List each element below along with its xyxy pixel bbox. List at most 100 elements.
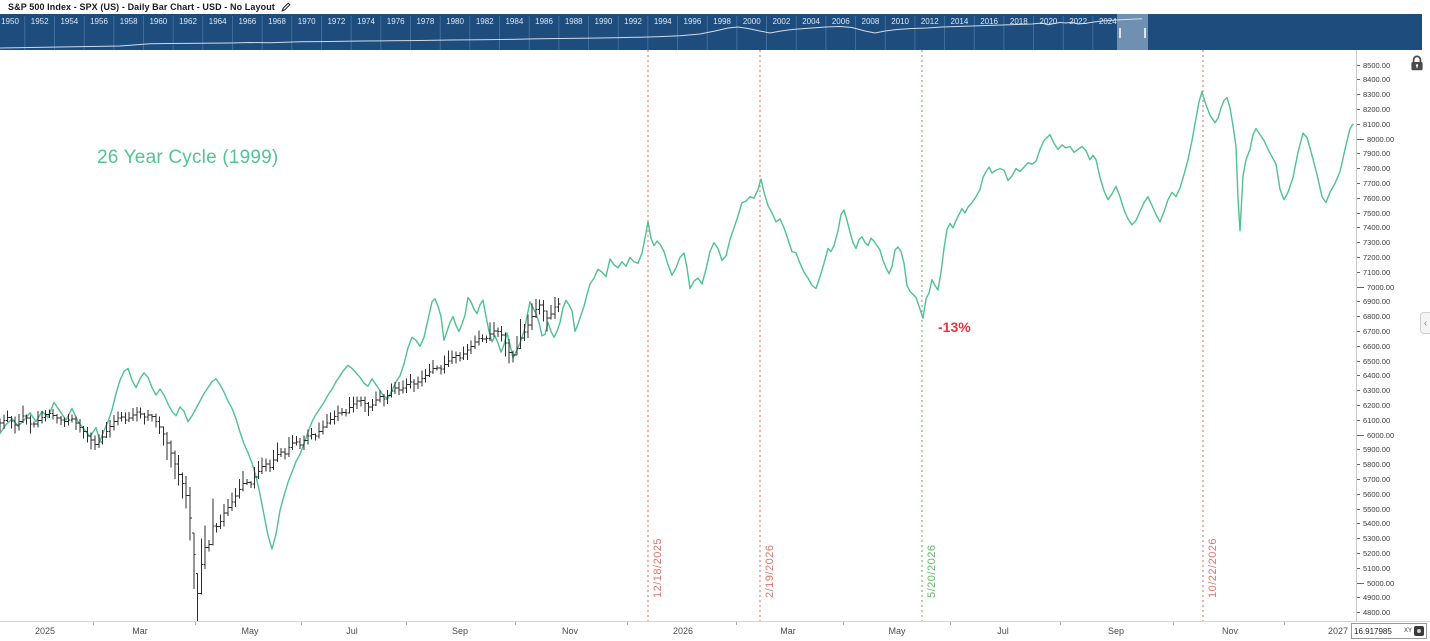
time-axis-label: 2025 (34, 626, 56, 636)
price-axis-tick: 5200.00 (1357, 549, 1390, 558)
axis-lock-icon[interactable] (1408, 54, 1426, 72)
chart-title: S&P 500 Index - SPX (US) - Daily Bar Cha… (8, 2, 275, 12)
time-axis-label: Jul (997, 626, 1009, 636)
price-axis-tick: 6200.00 (1357, 401, 1390, 410)
nav-year-label: 1986 (535, 17, 553, 26)
axis-value: 16.917985 (1354, 626, 1392, 636)
nav-year-label: 2006 (832, 17, 850, 26)
collapse-panel-chevron[interactable]: ‹ (1420, 312, 1430, 334)
price-axis-tick: 5400.00 (1357, 519, 1390, 528)
nav-year-label: 1966 (238, 17, 256, 26)
price-axis-tick: 8500.00 (1357, 61, 1390, 70)
price-axis-tick: 4900.00 (1357, 593, 1390, 602)
cycle-date-line: 5/20/2026 (921, 50, 938, 621)
price-axis-tick: 6500.00 (1357, 357, 1390, 366)
cycle-date-line: 12/18/2025 (647, 50, 664, 621)
nav-year-label: 1984 (505, 17, 523, 26)
time-axis-label: Nov (1221, 626, 1239, 636)
cycle-line-series (0, 90, 1354, 550)
nav-year-label: 2004 (802, 17, 820, 26)
time-axis-tickmark (950, 622, 951, 625)
price-bars-series (0, 296, 561, 630)
price-axis-tick: 4800.00 (1357, 608, 1390, 617)
nav-year-label: 1980 (446, 17, 464, 26)
nav-year-label: 1952 (31, 17, 49, 26)
price-axis-tick: 5500.00 (1357, 505, 1390, 514)
nav-year-label: 1982 (476, 17, 494, 26)
timeline-navigator[interactable]: 1950 1952 1954 1956 1958 1960 1962 1964 1966 1968… (0, 14, 1422, 50)
price-axis-tick: 6800.00 (1357, 312, 1390, 321)
nav-year-label: 1976 (387, 17, 405, 26)
time-axis-label: Sep (1107, 626, 1125, 636)
nav-year-label: 1990 (595, 17, 613, 26)
nav-year-label: 2008 (862, 17, 880, 26)
time-axis-label: Mar (132, 626, 148, 636)
axis-value-box[interactable]: 16.917985 XY (1351, 623, 1427, 639)
nav-year-label: 2022 (1069, 17, 1087, 26)
time-axis-label: 2027 (1327, 626, 1349, 636)
price-axis-tick: 5100.00 (1357, 564, 1390, 573)
price-axis-tick: 8400.00 (1357, 75, 1390, 84)
nav-year-label: 2016 (980, 17, 998, 26)
price-axis-tick: 7600.00 (1357, 194, 1390, 203)
price-chart-canvas[interactable]: 12/18/2025 2/19/2026 5/20/2026 10/22/2026 (0, 50, 1356, 630)
nav-history-line (0, 18, 1143, 49)
price-axis-tick: 6600.00 (1357, 342, 1390, 351)
price-chart-area[interactable]: 12/18/2025 2/19/2026 5/20/2026 10/22/2026 2… (0, 50, 1356, 630)
nav-year-label: 1996 (684, 17, 702, 26)
cycle-date-line: 2/19/2026 (759, 50, 776, 621)
time-axis-tickmark (1060, 622, 1061, 625)
cycle-date-label: 5/20/2026 (926, 545, 938, 598)
nav-year-label: 2000 (743, 17, 761, 26)
price-axis-tick: 6700.00 (1357, 327, 1390, 336)
cycle-date-label: 2/19/2026 (764, 545, 776, 598)
nav-year-label: 1968 (268, 17, 286, 26)
nav-year-label: 1970 (298, 17, 316, 26)
nav-year-label: 1956 (90, 17, 108, 26)
time-axis-tickmark (843, 622, 844, 625)
time-axis-tickmark (406, 622, 407, 625)
nav-year-label: 1988 (565, 17, 583, 26)
nav-year-label: 1972 (327, 17, 345, 26)
nav-selection-window[interactable] (1117, 14, 1148, 50)
axis-mode-label: XY (1403, 628, 1412, 634)
drawdown-annotation: -13% (938, 319, 971, 335)
time-axis-label: 2026 (672, 626, 694, 636)
time-axis-tickmark (627, 622, 628, 625)
price-axis-tick: 6400.00 (1357, 371, 1390, 380)
camera-icon[interactable] (1414, 626, 1424, 636)
time-axis-tickmark (301, 622, 302, 625)
nav-year-label: 1962 (179, 17, 197, 26)
time-axis[interactable]: 16.917985 XY 2025 Mar May Jul Sep Nov 2026 Mar M… (0, 621, 1430, 641)
nav-selection-handle-left[interactable] (1119, 28, 1121, 38)
nav-year-label: 1974 (357, 17, 375, 26)
timeline-navigator-canvas[interactable]: 1950 1952 1954 1956 1958 1960 1962 1964 1966 1968… (0, 14, 1422, 50)
nav-year-label: 1964 (209, 17, 227, 26)
nav-year-label: 2010 (891, 17, 909, 26)
price-axis-tick: 7400.00 (1357, 223, 1390, 232)
nav-selection-handle-right[interactable] (1144, 28, 1146, 38)
price-axis[interactable]: 8500.00 8400.00 8300.00 8200.00 8100.00 8000.… (1356, 50, 1430, 621)
nav-year-label: 2014 (951, 17, 969, 26)
price-axis-tick: 7200.00 (1357, 253, 1390, 262)
price-axis-tick: 7500.00 (1357, 209, 1390, 218)
cycle-title-label: 26 Year Cycle (1999) (97, 147, 279, 168)
price-axis-tick: 7900.00 (1357, 149, 1390, 158)
price-axis-tick: 7100.00 (1357, 268, 1390, 277)
nav-year-label: 2012 (921, 17, 939, 26)
time-axis-tickmark (515, 622, 516, 625)
price-axis-tick: 6300.00 (1357, 386, 1390, 395)
nav-year-label: 2002 (773, 17, 791, 26)
nav-year-label: 1954 (60, 17, 78, 26)
price-axis-tick: 5000.00 (1357, 579, 1394, 588)
edit-pencil-icon[interactable] (281, 2, 291, 12)
price-axis-tick: 5700.00 (1357, 475, 1390, 484)
price-axis-tick: 5800.00 (1357, 460, 1390, 469)
price-axis-tick: 7700.00 (1357, 179, 1390, 188)
chart-titlebar: S&P 500 Index - SPX (US) - Daily Bar Cha… (0, 0, 1430, 14)
nav-year-label: 2024 (1099, 17, 1117, 26)
cycle-date-label: 12/18/2025 (652, 538, 664, 598)
price-axis-tick: 7000.00 (1357, 283, 1394, 292)
price-axis-tick: 8300.00 (1357, 90, 1390, 99)
time-axis-tickmark (195, 622, 196, 625)
